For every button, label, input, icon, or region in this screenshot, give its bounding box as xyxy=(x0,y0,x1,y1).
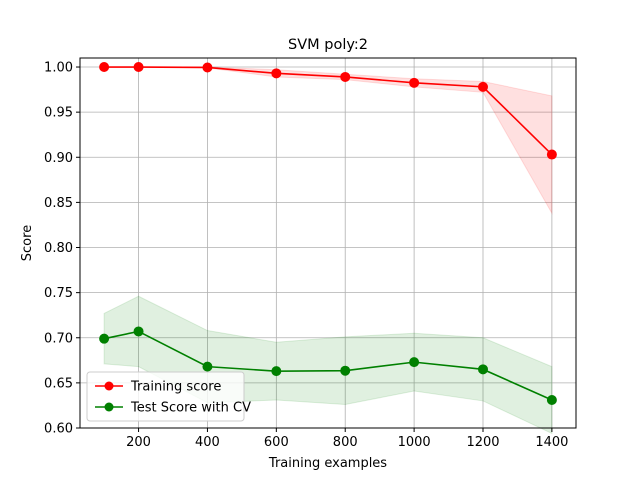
data-point-1-5 xyxy=(409,357,420,368)
chart-title: SVM poly:2 xyxy=(288,37,368,53)
series-points xyxy=(99,62,557,406)
data-point-0-3 xyxy=(271,68,282,79)
data-point-0-6 xyxy=(478,81,488,92)
axis-ticks: 200 400 600 800 1000 1200 1400 0.60 0.65 0.70 0.75… xyxy=(44,61,568,450)
y-tick-label: 0.70 xyxy=(44,331,73,346)
x-axis-label: Training examples xyxy=(268,456,387,471)
legend-marker-1 xyxy=(104,402,114,412)
y-tick-label: 0.80 xyxy=(44,241,73,256)
data-point-1-4 xyxy=(340,365,351,376)
legend-marker-0 xyxy=(104,381,114,391)
y-axis-label: Score xyxy=(20,225,35,261)
data-point-1-6 xyxy=(478,364,488,375)
y-tick-label: 0.85 xyxy=(44,196,73,211)
data-point-1-1 xyxy=(133,326,144,337)
data-point-1-7 xyxy=(546,395,557,406)
legend-entry-1: Test Score with CV xyxy=(130,401,251,416)
data-point-1-3 xyxy=(271,366,282,377)
y-tick-label: 0.95 xyxy=(44,106,73,121)
data-point-0-0 xyxy=(99,62,110,73)
series-line-0 xyxy=(104,66,553,156)
data-point-0-4 xyxy=(340,71,351,82)
data-point-0-2 xyxy=(202,62,213,73)
legend-box xyxy=(86,371,245,422)
x-tick-label: 1400 xyxy=(535,435,568,450)
data-point-0-1 xyxy=(133,62,144,73)
legend: Training score Test Score with CV xyxy=(86,371,251,422)
series-lines xyxy=(103,66,553,401)
data-point-1-2 xyxy=(202,361,213,372)
x-tick-label: 1200 xyxy=(466,435,499,450)
y-tick-label: 0.75 xyxy=(44,286,73,301)
x-tick-label: 600 xyxy=(264,435,289,450)
y-tick-label: 0.60 xyxy=(44,422,73,437)
legend-entry-0: Training score xyxy=(130,380,221,395)
x-tick-label: 400 xyxy=(195,435,220,450)
x-tick-label: 200 xyxy=(126,435,151,450)
x-tick-label: 1000 xyxy=(398,435,431,450)
series-line-1 xyxy=(103,330,553,401)
x-tick-label: 800 xyxy=(333,435,358,450)
plot-area-frame xyxy=(79,57,577,429)
data-point-0-7 xyxy=(546,149,557,160)
y-tick-label: 0.90 xyxy=(44,151,73,166)
data-point-1-0 xyxy=(99,333,110,344)
y-tick-label: 1.00 xyxy=(44,61,73,76)
y-tick-label: 0.65 xyxy=(44,376,73,391)
data-point-0-5 xyxy=(409,77,420,88)
